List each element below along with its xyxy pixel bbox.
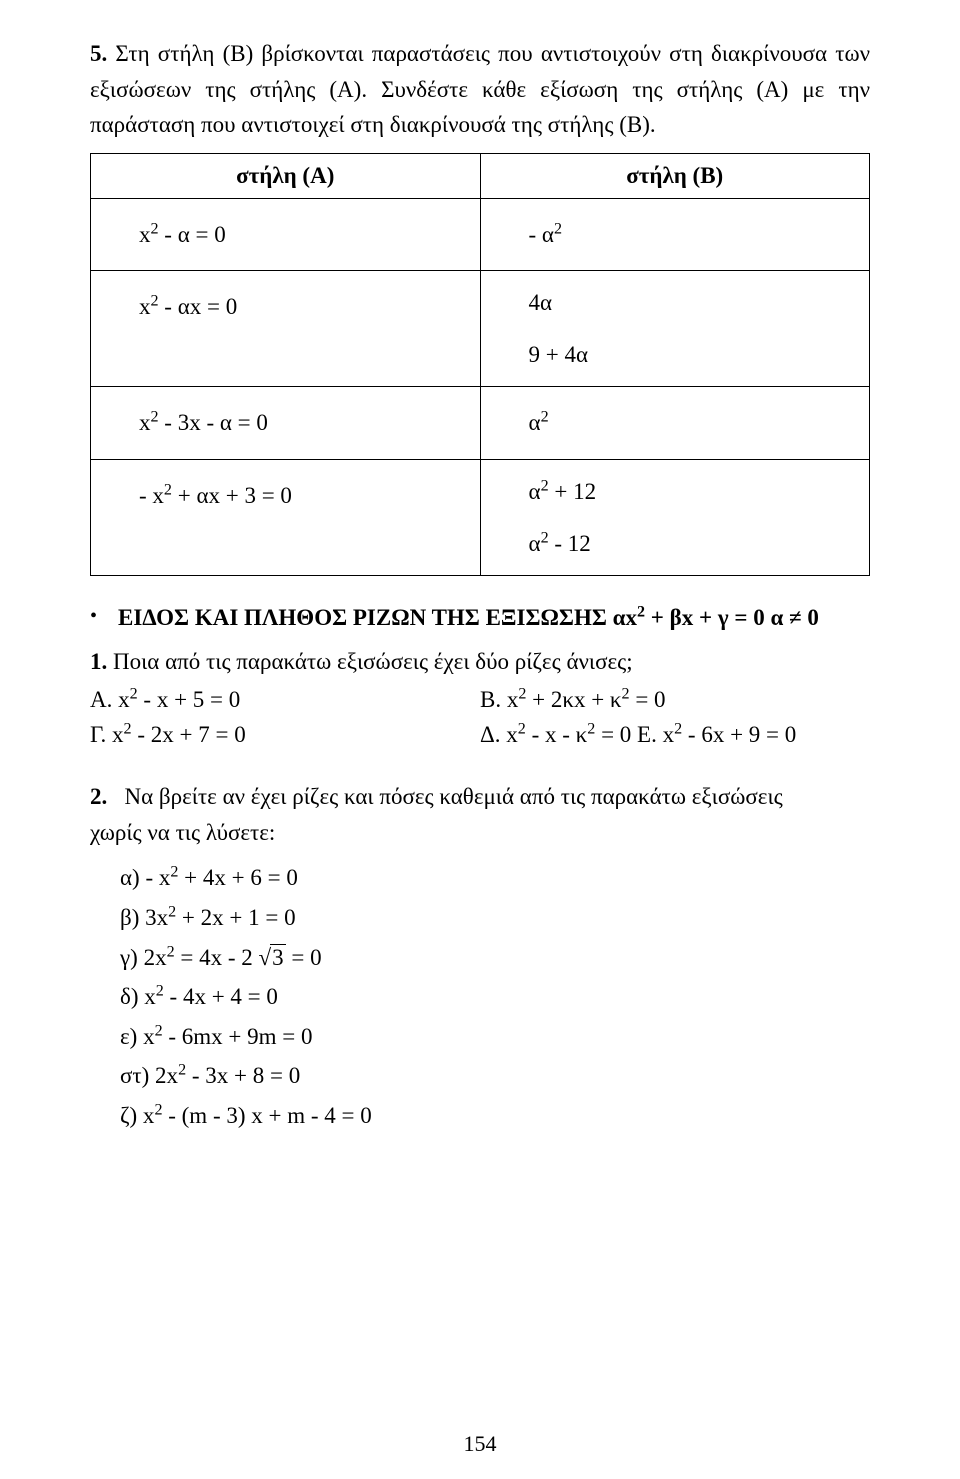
cell-a: - x2 + αx + 3 = 0 [91,460,480,532]
cell-a: x2 - αx = 0 [91,271,480,343]
choice-b: Β. x2 + 2κx + κ2 = 0 [480,682,870,718]
question-2: 2. Να βρείτε αν έχει ρίζες και πόσες καθ… [90,779,870,1134]
q1-choices: Α. x2 - x + 5 = 0 Β. x2 + 2κx + κ2 = 0 Γ… [90,682,870,753]
q2-item-c: γ) 2x2 = 4x - 2 √3 = 0 [120,940,870,976]
col-header-a: στήλη (Α) [91,153,481,198]
q2-item-st: στ) 2x2 - 3x + 8 = 0 [120,1058,870,1094]
page-number: 154 [0,1427,960,1461]
q2-number: 2. [90,784,107,809]
section-heading-row: • ΕΙΔΟΣ ΚΑΙ ΠΛΗΘΟΣ ΡΙΖΩΝ ΤΗΣ ΕΞΙΣΩΣΗΣ αx… [90,600,870,636]
choice-d: Δ. x2 - x - κ2 = 0 [480,722,631,747]
sqrt-icon: √3 [259,940,286,976]
choice-a: Α. x2 - x + 5 = 0 [90,682,480,718]
cell-b: α2 + 12 [529,466,870,518]
table-row: x2 - α = 0 - α2 [91,198,870,271]
intro-paragraph: 5. Στη στήλη (Β) βρίσκονται παραστάσεις … [90,36,870,143]
table-row: x2 - αx = 0 4α 9 + 4α [91,271,870,387]
cell-a: x2 - α = 0 [91,199,480,271]
question-1: 1. Ποια από τις παρακάτω εξισώσεις έχει … [90,644,870,753]
cell-b: α2 - 12 [529,518,870,570]
q2-text-line1: Να βρείτε αν έχει ρίζες και πόσες καθεμι… [125,784,783,809]
intro-number: 5. [90,41,107,66]
bullet-icon: • [90,600,118,632]
cell-a: x2 - 3x - α = 0 [91,387,480,459]
q2-text-line2: χωρίς να τις λύσετε: [90,820,275,845]
q1-number: 1. [90,649,107,674]
q2-item-z: ζ) x2 - (m - 3) x + m - 4 = 0 [120,1098,870,1134]
q2-item-a: α) - x2 + 4x + 6 = 0 [120,860,870,896]
cell-b: 4α [529,277,870,329]
choice-c: Γ. x2 - 2x + 7 = 0 [90,717,480,753]
q2-item-e: ε) x2 - 6mx + 9m = 0 [120,1019,870,1055]
section-heading: ΕΙΔΟΣ ΚΑΙ ΠΛΗΘΟΣ ΡΙΖΩΝ ΤΗΣ ΕΞΙΣΩΣΗΣ αx2 … [118,600,870,636]
cell-b: α2 [481,387,870,459]
cell-b: 9 + 4α [529,329,870,381]
q2-sub-items: α) - x2 + 4x + 6 = 0 β) 3x2 + 2x + 1 = 0… [90,860,870,1133]
table-row: - x2 + αx + 3 = 0 α2 + 12 α2 - 12 [91,460,870,576]
q1-text: Ποια από τις παρακάτω εξισώσεις έχει δύο… [113,649,633,674]
table-row: x2 - 3x - α = 0 α2 [91,387,870,460]
col-header-b: στήλη (Β) [480,153,870,198]
intro-line-1: Στη στήλη (Β) βρίσκονται παραστάσεις που… [115,41,827,66]
cell-b: - α2 [481,199,870,271]
q2-item-d: δ) x2 - 4x + 4 = 0 [120,979,870,1015]
choice-e: Ε. x2 - 6x + 9 = 0 [637,722,796,747]
match-table: στήλη (Α) στήλη (Β) x2 - α = 0 - α2 x2 -… [90,153,870,576]
q2-item-b: β) 3x2 + 2x + 1 = 0 [120,900,870,936]
